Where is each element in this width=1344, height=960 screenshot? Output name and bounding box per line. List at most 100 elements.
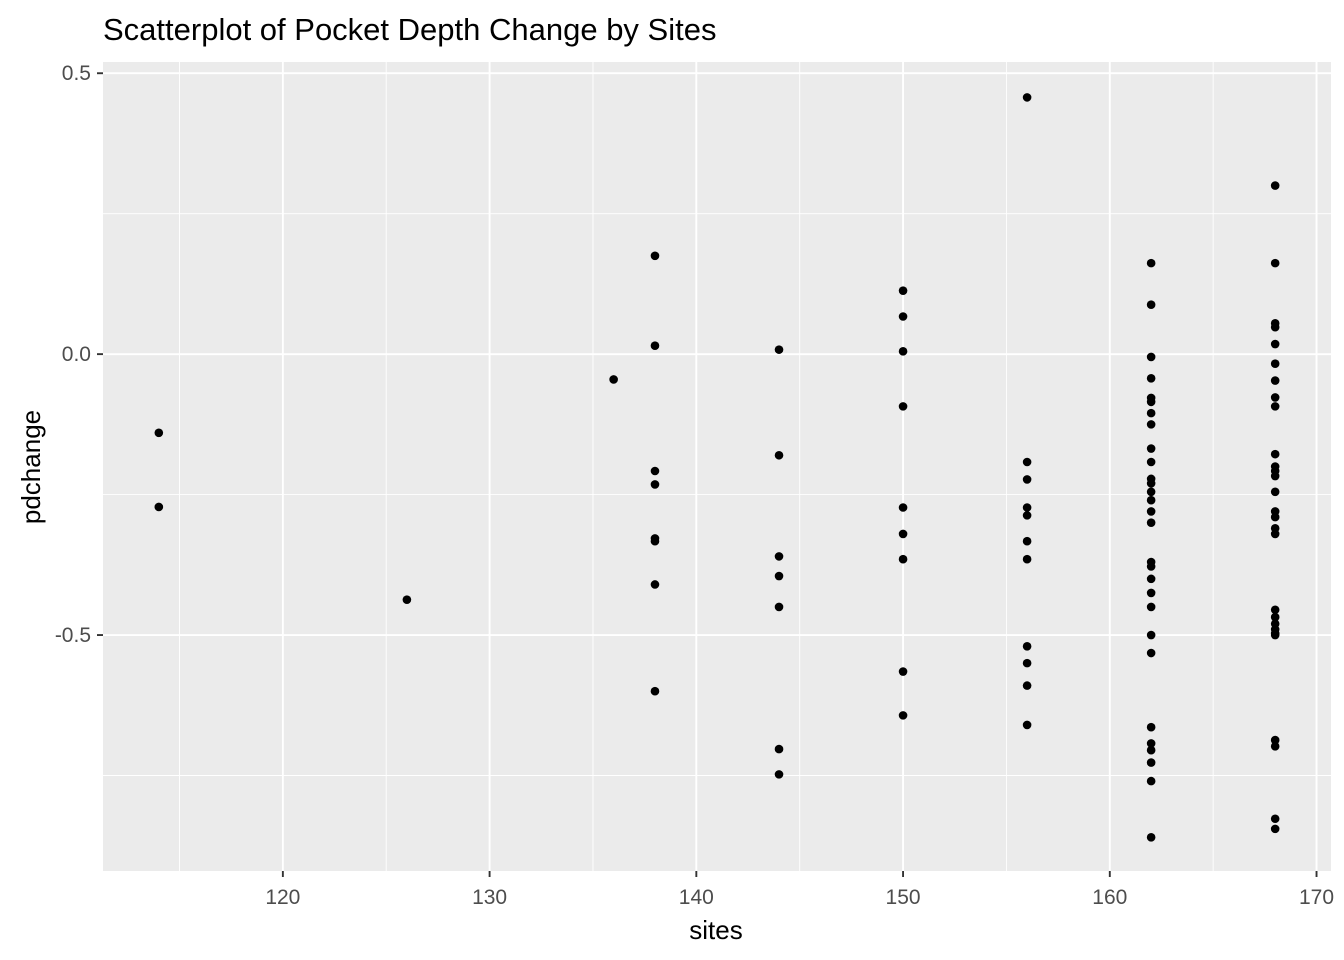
data-point	[898, 554, 908, 564]
data-point	[1022, 681, 1032, 690]
data-point	[1146, 479, 1156, 488]
x-tick-label: 140	[679, 886, 714, 909]
data-point	[1022, 658, 1032, 668]
data-point	[1270, 824, 1280, 834]
data-point	[1146, 648, 1156, 658]
data-point	[1146, 373, 1156, 383]
data-point	[1022, 641, 1032, 651]
y-tick-label: 0.5	[62, 62, 91, 85]
major-gridlines	[103, 62, 1331, 871]
data-point	[774, 744, 784, 754]
data-point	[1270, 612, 1280, 622]
data-point	[1022, 503, 1032, 512]
data-point	[1270, 741, 1280, 751]
minor-gridlines	[103, 62, 1331, 871]
data-point	[1146, 588, 1156, 598]
data-point	[1022, 536, 1032, 546]
data-point	[1022, 511, 1032, 520]
x-tick-label: 150	[886, 886, 921, 909]
data-point	[1146, 397, 1156, 407]
data-point	[1146, 745, 1156, 755]
data-point	[1022, 720, 1032, 730]
data-point	[1270, 376, 1280, 385]
data-point	[650, 466, 660, 476]
data-point	[898, 711, 908, 720]
data-point	[1146, 444, 1156, 453]
data-point	[650, 686, 660, 696]
data-point	[1146, 758, 1156, 767]
data-point	[1146, 352, 1156, 362]
data-point	[1022, 475, 1032, 484]
data-point	[1146, 420, 1156, 429]
data-point	[1270, 814, 1280, 824]
data-point	[1146, 495, 1156, 505]
data-point	[1270, 322, 1280, 332]
data-point	[1270, 735, 1280, 745]
data-point	[1146, 300, 1156, 310]
chart-title: Scatterplot of Pocket Depth Change by Si…	[103, 12, 716, 47]
data-point	[1270, 487, 1280, 497]
plot-panel	[103, 62, 1331, 871]
data-point	[898, 402, 908, 411]
data-point	[1146, 602, 1156, 612]
x-tick-label: 120	[265, 886, 300, 909]
data-point	[650, 251, 660, 261]
x-tick-label: 130	[472, 886, 507, 909]
data-point	[1146, 518, 1156, 527]
data-point	[1270, 258, 1280, 268]
x-tick-label: 170	[1299, 886, 1334, 909]
data-point	[650, 480, 660, 489]
data-point	[1270, 471, 1280, 481]
data-points	[154, 93, 1280, 842]
data-point	[774, 345, 784, 354]
data-point	[1270, 402, 1280, 411]
data-point	[1022, 554, 1032, 564]
data-point	[1270, 181, 1280, 190]
data-point	[774, 450, 784, 460]
data-point	[898, 503, 908, 512]
y-tick-label: 0.0	[62, 343, 91, 366]
data-point	[1270, 393, 1280, 402]
data-point	[898, 667, 908, 676]
x-axis-title: sites	[689, 915, 742, 945]
data-point	[650, 536, 660, 546]
data-point	[154, 428, 164, 438]
data-point	[898, 312, 908, 321]
data-point	[1146, 574, 1156, 584]
data-point	[774, 602, 784, 612]
data-point	[898, 286, 908, 295]
data-point	[1270, 359, 1280, 368]
data-point	[1270, 630, 1280, 640]
data-point	[1146, 408, 1156, 418]
data-point	[898, 347, 908, 356]
data-point	[609, 375, 618, 384]
data-point	[1146, 258, 1156, 268]
x-tick-labels: 120 130 140 150 160 170	[265, 886, 1334, 909]
data-point	[1146, 832, 1156, 842]
data-point	[1146, 562, 1156, 571]
data-point	[1146, 507, 1156, 516]
data-point	[1146, 457, 1156, 467]
data-point	[650, 580, 660, 589]
data-point	[1270, 605, 1280, 615]
data-point	[1146, 722, 1156, 732]
data-point	[1270, 449, 1280, 459]
data-point	[1270, 339, 1280, 349]
data-point	[1022, 457, 1032, 467]
y-tick-label: -0.5	[55, 624, 91, 647]
data-point	[1146, 487, 1156, 497]
y-tick-labels: 0.5 0.0 -0.5	[55, 62, 91, 647]
data-point	[898, 529, 908, 539]
axis-ticks	[97, 72, 1318, 877]
data-point	[1146, 630, 1156, 640]
data-point	[650, 341, 660, 351]
x-tick-label: 160	[1092, 886, 1127, 909]
data-point	[1146, 776, 1156, 786]
y-axis-title: pdchange	[16, 410, 46, 524]
data-point	[1022, 93, 1032, 102]
data-point	[154, 502, 164, 512]
data-point	[774, 571, 784, 581]
data-point	[1270, 512, 1280, 522]
data-point	[774, 552, 784, 561]
